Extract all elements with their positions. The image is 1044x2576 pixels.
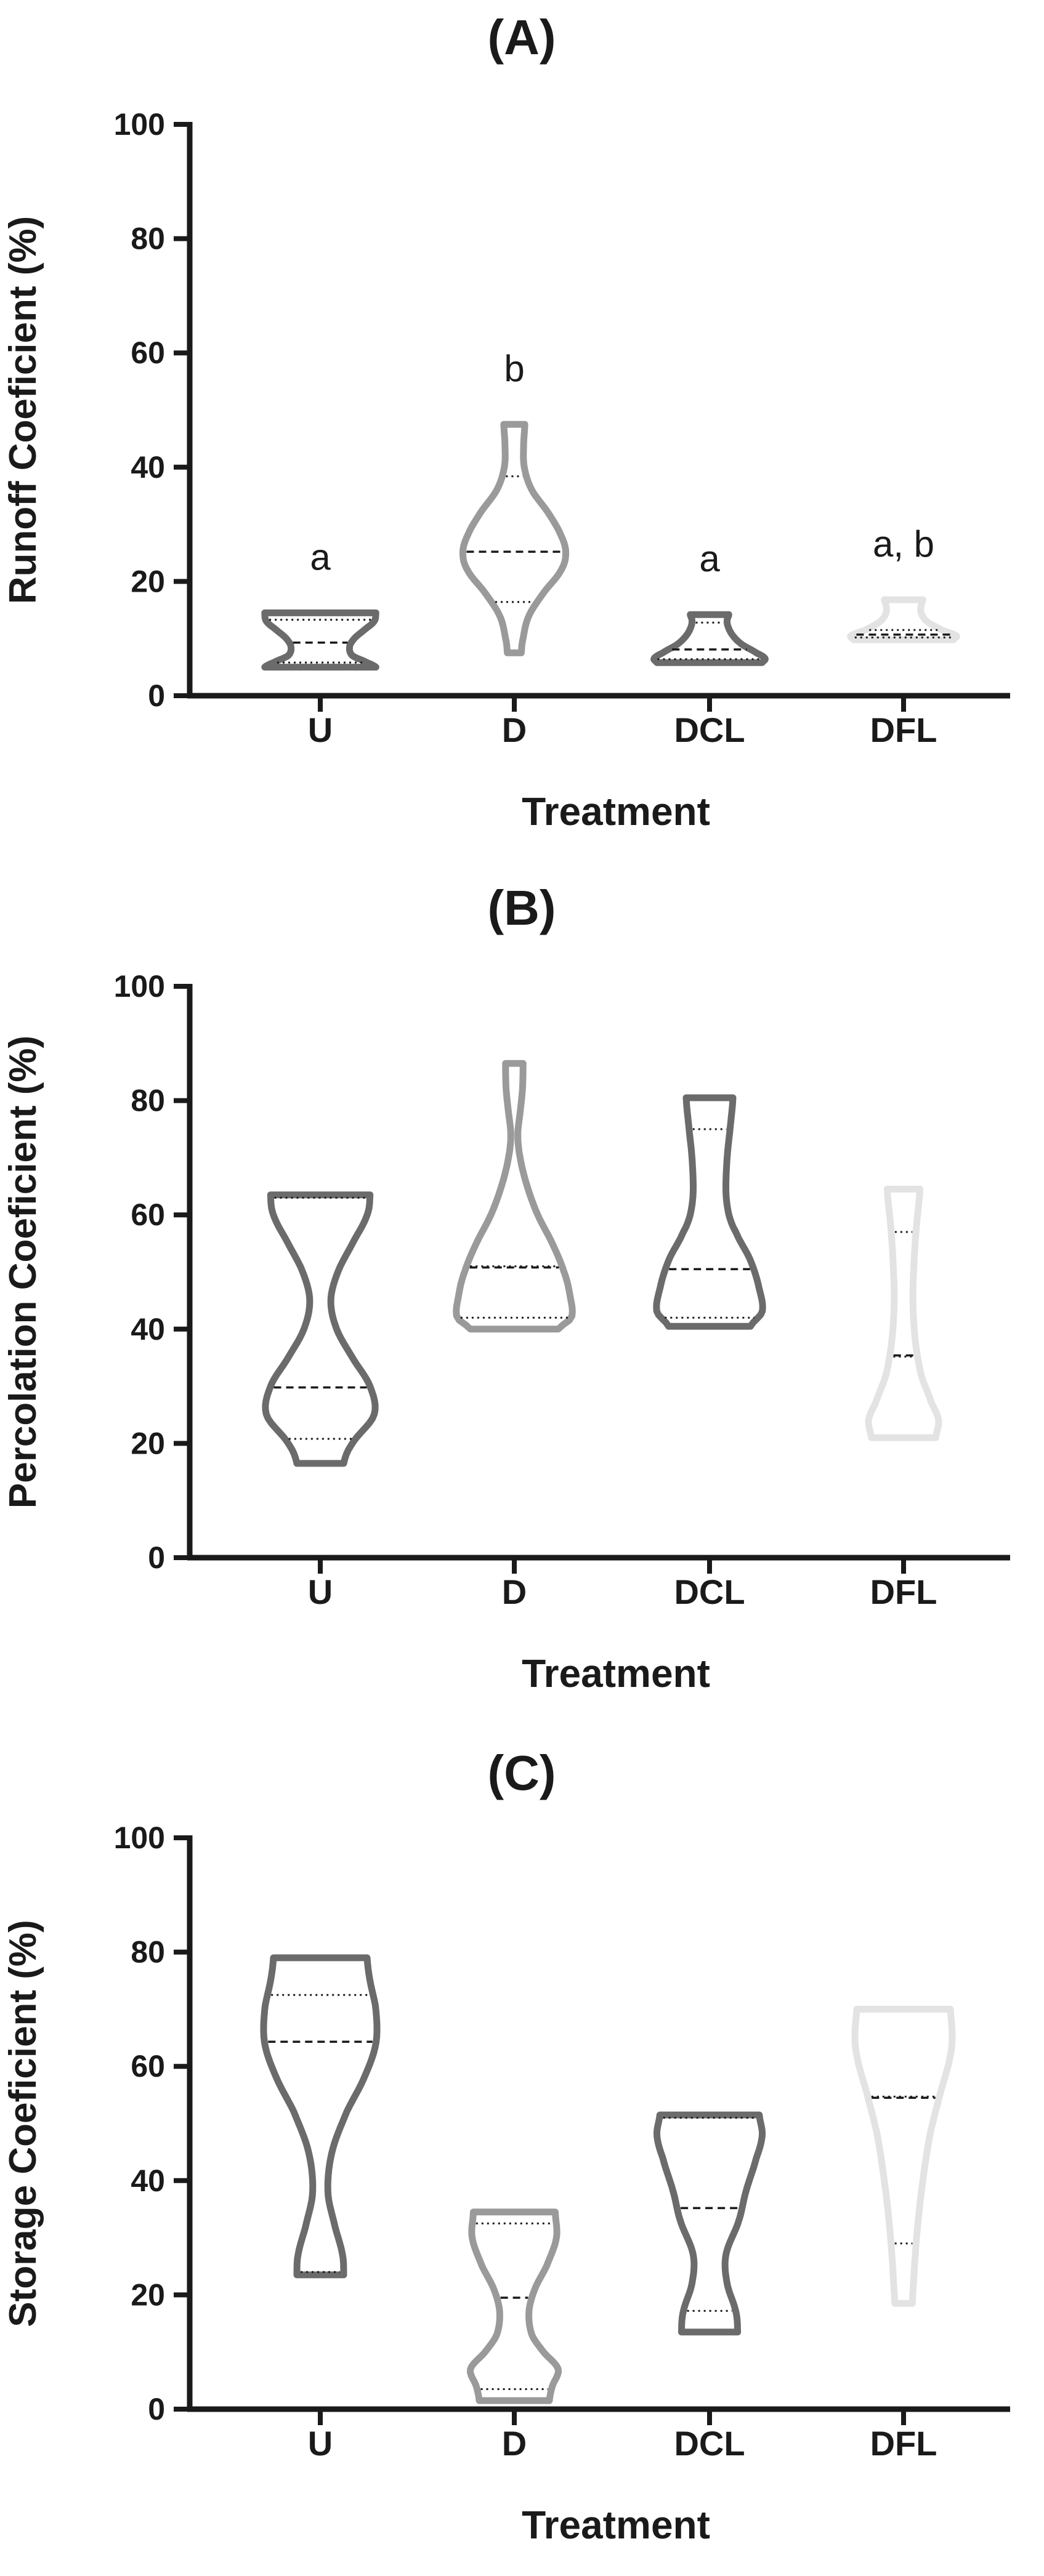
x-tick-label: DCL [674, 2424, 745, 2463]
x-tick-label: DFL [870, 2424, 937, 2463]
x-tick-label: DFL [870, 710, 937, 749]
y-tick-label: 20 [131, 1426, 165, 1460]
x-tick-label: U [308, 710, 333, 749]
panel-title: (C) [487, 1745, 556, 1800]
y-tick-label: 80 [131, 1084, 165, 1118]
x-axis-label: Treatment [522, 789, 710, 834]
y-tick-label: 40 [131, 2163, 165, 2198]
violin-u [260, 1954, 381, 2279]
violin-u [262, 1191, 379, 1467]
y-axis-label: Runoff Coeficient (%) [2, 216, 44, 604]
y-axis-label: Percolation Coeficient (%) [2, 1036, 44, 1508]
violin-dcl [650, 611, 769, 666]
chart-panel-a: (A) 0 20 40 60 80 100 U D DCL DFL Treatment Runoff C… [2, 10, 1010, 834]
significance-letter: b [504, 348, 524, 389]
x-tick-label: DCL [674, 1572, 745, 1611]
y-tick-label: 20 [131, 2277, 165, 2312]
x-tick-label: U [308, 2424, 333, 2463]
violin-d [459, 421, 570, 656]
violin-dcl [653, 1094, 766, 1330]
y-tick-label: 60 [131, 2049, 165, 2083]
y-tick-label: 40 [131, 1312, 165, 1346]
x-axis-label: Treatment [522, 2503, 710, 2547]
panel-title: (B) [487, 880, 556, 935]
y-tick-label: 0 [148, 2392, 165, 2426]
violin-u [261, 609, 379, 671]
y-tick-label: 100 [114, 969, 165, 1004]
y-tick-label: 40 [131, 450, 165, 485]
violin-dcl [653, 2111, 766, 2336]
significance-letter: a [699, 538, 720, 579]
x-tick-label: D [502, 2424, 527, 2463]
y-tick-label: 0 [148, 1540, 165, 1575]
x-tick-label: D [502, 710, 527, 749]
y-tick-label: 80 [131, 222, 165, 256]
violin-dfl [865, 1185, 942, 1441]
x-tick-label: U [308, 1572, 333, 1611]
chart-panel-c: (C) 0 20 40 60 80 100 U D DCL DFL Treatment Storage … [2, 1745, 1010, 2547]
y-axis-label: Storage Coeficient (%) [2, 1920, 44, 2327]
y-tick-label: 80 [131, 1935, 165, 1970]
x-tick-label: DFL [870, 1572, 937, 1611]
significance-letter: a, b [873, 523, 934, 565]
y-tick-label: 100 [114, 107, 165, 142]
chart-panel-b: (B) 0 20 40 60 80 100 U D DCL DFL Treatment Percolat… [2, 880, 1010, 1696]
significance-letter: a [310, 536, 331, 578]
y-tick-label: 60 [131, 1197, 165, 1232]
y-tick-label: 20 [131, 564, 165, 598]
violin-dfl [851, 2005, 956, 2307]
violin-d [453, 1060, 576, 1333]
violin-d [467, 2208, 562, 2404]
y-tick-label: 100 [114, 1821, 165, 1855]
x-tick-label: DCL [674, 710, 745, 749]
violin-dfl [847, 596, 960, 643]
x-tick-label: D [502, 1572, 527, 1611]
x-axis-label: Treatment [522, 1651, 710, 1696]
y-tick-label: 0 [148, 678, 165, 713]
panel-title: (A) [487, 10, 556, 65]
y-tick-label: 60 [131, 336, 165, 370]
